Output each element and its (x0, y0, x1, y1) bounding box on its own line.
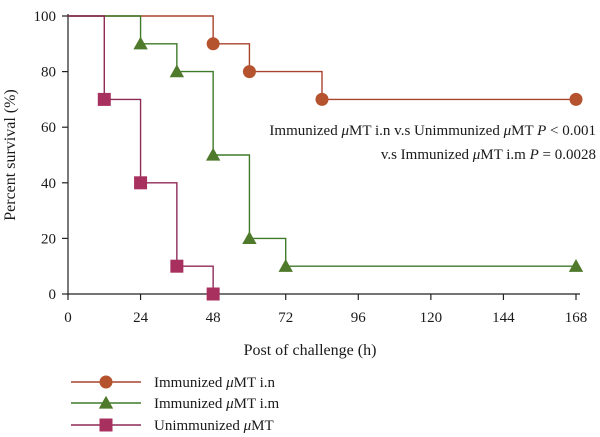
series-layer (68, 15, 584, 301)
triangle-marker (568, 259, 584, 272)
series-line (68, 15, 214, 294)
annotation-layer: Immunized μMT i.n v.s Unimmunized μMT P … (269, 123, 596, 163)
y-tick-label: 20 (41, 231, 56, 247)
square-marker (206, 287, 220, 301)
x-tick-label: 144 (492, 310, 515, 326)
y-axis-title: Percent survival (%) (2, 89, 19, 221)
x-tick-label: 72 (278, 310, 293, 326)
legend-label: Unimmunized μMT (154, 418, 274, 434)
square-marker (97, 92, 111, 106)
p-value-annotation-2: v.s Immunized μMT i.m P = 0.0028 (381, 147, 596, 163)
x-tick-label: 168 (565, 310, 588, 326)
axes: 0 24 48 72 96 120 144 168 0 20 40 60 80 100 Post of ch… (2, 9, 587, 359)
triangle-marker (169, 64, 185, 78)
series-square (68, 15, 220, 301)
x-axis-title: Post of challenge (h) (244, 342, 377, 359)
triangle-marker (133, 36, 148, 50)
y-tick-label: 80 (41, 65, 56, 81)
triangle-marker (205, 147, 221, 161)
x-tick-label: 48 (206, 310, 221, 326)
series-line (68, 15, 576, 101)
legend: Immunized μMT i.n Immunized μMT i.m Unimmu… (71, 375, 280, 434)
series-line (68, 15, 576, 267)
legend-label: Immunized μMT i.m (154, 396, 280, 412)
x-tick-label: 0 (64, 310, 72, 326)
y-tick-label: 40 (41, 176, 56, 192)
y-tick-label: 100 (34, 9, 57, 25)
triangle-marker (278, 259, 293, 272)
legend-square-marker (99, 418, 113, 432)
legend-label: Immunized μMT i.n (154, 375, 276, 391)
y-tick-label: 60 (41, 120, 56, 136)
x-tick-label: 96 (351, 310, 367, 326)
p-value-annotation-1: Immunized μMT i.n v.s Unimmunized μMT P … (269, 123, 596, 139)
legend-item: Immunized μMT i.n (71, 375, 276, 391)
legend-circle-marker (99, 375, 113, 389)
series-circle (68, 15, 583, 106)
legend-triangle-marker (98, 395, 114, 409)
square-marker (170, 259, 184, 273)
circle-marker (315, 92, 329, 106)
circle-marker (242, 65, 256, 79)
legend-item: Unimmunized μMT (71, 418, 274, 434)
x-tick-label: 120 (420, 310, 443, 326)
circle-marker (569, 92, 583, 106)
series-triangle (68, 15, 584, 272)
legend-item: Immunized μMT i.m (71, 395, 280, 412)
circle-marker (206, 37, 220, 51)
triangle-marker (242, 231, 257, 245)
y-tick-label: 0 (49, 287, 57, 303)
x-tick-label: 24 (133, 310, 149, 326)
square-marker (134, 176, 148, 190)
